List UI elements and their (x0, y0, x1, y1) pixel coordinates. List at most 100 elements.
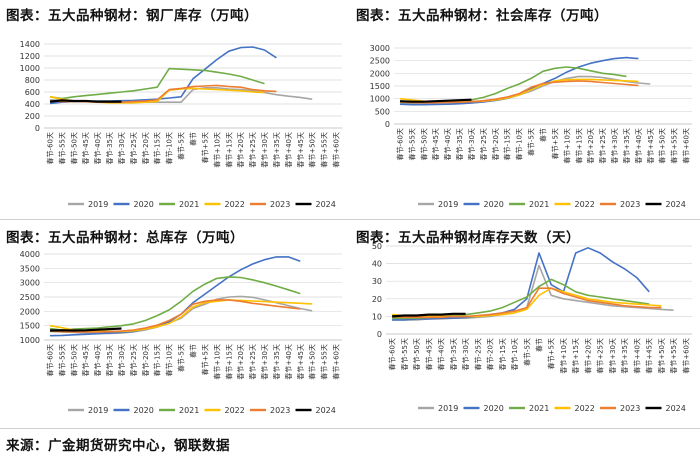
series-line-2021 (49, 276, 301, 331)
y-tick-label: 1000 (20, 336, 40, 345)
legend-label-2024: 2024 (666, 200, 686, 209)
x-tick-label: 春节 (189, 132, 198, 146)
x-tick-label: 春节+50天 (658, 128, 667, 164)
x-tick-label: 春节-25天 (479, 128, 488, 160)
x-tick-label: 春节+5天 (200, 132, 209, 163)
y-tick-label: 2500 (370, 57, 390, 66)
y-tick-label: 1200 (20, 52, 40, 61)
y-tick-label: 200 (25, 112, 40, 121)
series-line-2020 (399, 56, 639, 106)
series-line-2021 (49, 67, 265, 100)
x-tick-label: 春节+40天 (284, 132, 293, 168)
chart-total-inventory: 图表：五大品种钢材：总库存（万吨） 1000 1500 2000 2500 3000 35… (6, 226, 350, 426)
x-tick-label: 春节-10天 (165, 344, 174, 376)
x-tick-label: 春节+20天 (236, 132, 245, 168)
x-tick-label: 春节+45天 (646, 128, 655, 164)
x-tick-label: 春节+5天 (550, 128, 559, 159)
series-line-2023 (49, 84, 277, 103)
x-tick-label: 春节-30天 (461, 338, 470, 370)
y-tick-label: 0 (35, 124, 40, 133)
x-tick-label: 春节-35天 (449, 338, 458, 370)
x-tick-label: 春节-10天 (510, 338, 519, 370)
legend-label-2019: 2019 (88, 406, 108, 415)
legend-label-2019: 2019 (88, 200, 108, 209)
x-tick-label: 春节 (189, 344, 198, 358)
source-note: 来源：广金期货研究中心，钢联数据 (6, 438, 230, 454)
x-tick-label: 春节+60天 (332, 132, 341, 168)
x-tick-label: 春节+35天 (620, 338, 629, 374)
legend-label-2019: 2019 (438, 404, 458, 413)
x-tick-label: 春节+40天 (634, 128, 643, 164)
x-tick-label: 春节-25天 (473, 338, 482, 370)
x-tick-label: 春节+5天 (200, 344, 209, 375)
series-line-2024 (392, 312, 466, 318)
x-tick-label: 春节+30天 (608, 338, 617, 374)
legend-label-2022: 2022 (575, 404, 595, 413)
x-tick-label: 春节+50天 (308, 132, 317, 168)
x-tick-label: 春节-60天 (395, 128, 404, 160)
x-tick-label: 春节+30天 (260, 132, 269, 168)
y-tick-label: 1500 (370, 82, 390, 91)
x-tick-label: 春节-15天 (498, 338, 507, 370)
x-tick-label: 春节+10天 (559, 338, 568, 374)
series-line-2023 (392, 287, 662, 319)
legend-label-2020: 2020 (484, 404, 504, 413)
x-tick-label: 春节-50天 (69, 132, 78, 164)
x-tick-label: 春节 (539, 128, 548, 142)
series-line-2024 (49, 327, 122, 332)
source-divider (0, 428, 700, 429)
legend-label-2020: 2020 (134, 406, 154, 415)
x-tick-label: 春节-15天 (503, 128, 512, 160)
legend-label-2021: 2021 (179, 200, 199, 209)
x-tick-label: 春节+15天 (224, 344, 233, 380)
x-tick-label: 春节+20天 (586, 128, 595, 164)
x-tick-label: 春节-15天 (153, 344, 162, 376)
legend-label-2024: 2024 (316, 200, 336, 209)
x-tick-label: 春节+55天 (320, 132, 329, 168)
legend-label-2024: 2024 (666, 404, 686, 413)
x-tick-label: 春节+15天 (574, 128, 583, 164)
x-tick-label: 春节-5天 (527, 128, 536, 156)
series-line-2024 (49, 99, 122, 103)
series-line-2024 (399, 98, 472, 103)
y-tick-label: 2500 (20, 293, 40, 302)
chart-title: 图表：五大品种钢材库存天数（天） (356, 230, 580, 246)
chart-steel-mill-inventory: 图表：五大品种钢材：钢厂库存（万吨） 0 200 400 600 800 1000 1200… (6, 4, 350, 214)
legend-label-2023: 2023 (620, 200, 640, 209)
x-tick-label: 春节+30天 (610, 128, 619, 164)
x-tick-label: 春节-40天 (443, 128, 452, 160)
x-tick-label: 春节+45天 (645, 338, 654, 374)
chart-title: 图表：五大品种钢材：社会库存（万吨） (356, 8, 608, 24)
x-tick-label: 春节 (535, 338, 544, 352)
y-tick-label: 500 (375, 107, 390, 116)
x-tick-label: 春节-15天 (153, 132, 162, 164)
series-line-2022 (392, 287, 662, 318)
x-tick-label: 春节-60天 (45, 344, 54, 376)
legend-label-2020: 2020 (134, 200, 154, 209)
x-tick-label: 春节+25天 (248, 132, 257, 168)
x-tick-label: 春节-60天 (388, 338, 397, 370)
y-tick-label: 1000 (370, 95, 390, 104)
x-tick-label: 春节-5天 (177, 344, 186, 372)
x-tick-label: 春节-40天 (437, 338, 446, 370)
chart-title: 图表：五大品种钢材：总库存（万吨） (6, 230, 244, 246)
legend-label-2023: 2023 (270, 200, 290, 209)
y-tick-label: 30 (372, 277, 382, 286)
series-line-2020 (392, 247, 650, 321)
x-tick-label: 春节-50天 (69, 344, 78, 376)
series-line-2023 (399, 80, 639, 104)
x-tick-label: 春节-5天 (522, 338, 531, 366)
series-line-2020 (49, 256, 301, 337)
y-tick-label: 1500 (20, 322, 40, 331)
x-tick-label: 春节-35天 (455, 128, 464, 160)
legend-label-2021: 2021 (179, 406, 199, 415)
x-tick-label: 春节-25天 (129, 132, 138, 164)
legend-label-2022: 2022 (225, 406, 245, 415)
x-tick-label: 春节+35天 (272, 132, 281, 168)
x-tick-label: 春节+30天 (260, 344, 269, 380)
x-tick-label: 春节-20天 (141, 132, 150, 164)
y-tick-label: 0 (385, 120, 390, 129)
x-tick-label: 春节+45天 (296, 344, 305, 380)
x-tick-label: 春节-55天 (400, 338, 409, 370)
y-tick-label: 40 (372, 260, 382, 269)
